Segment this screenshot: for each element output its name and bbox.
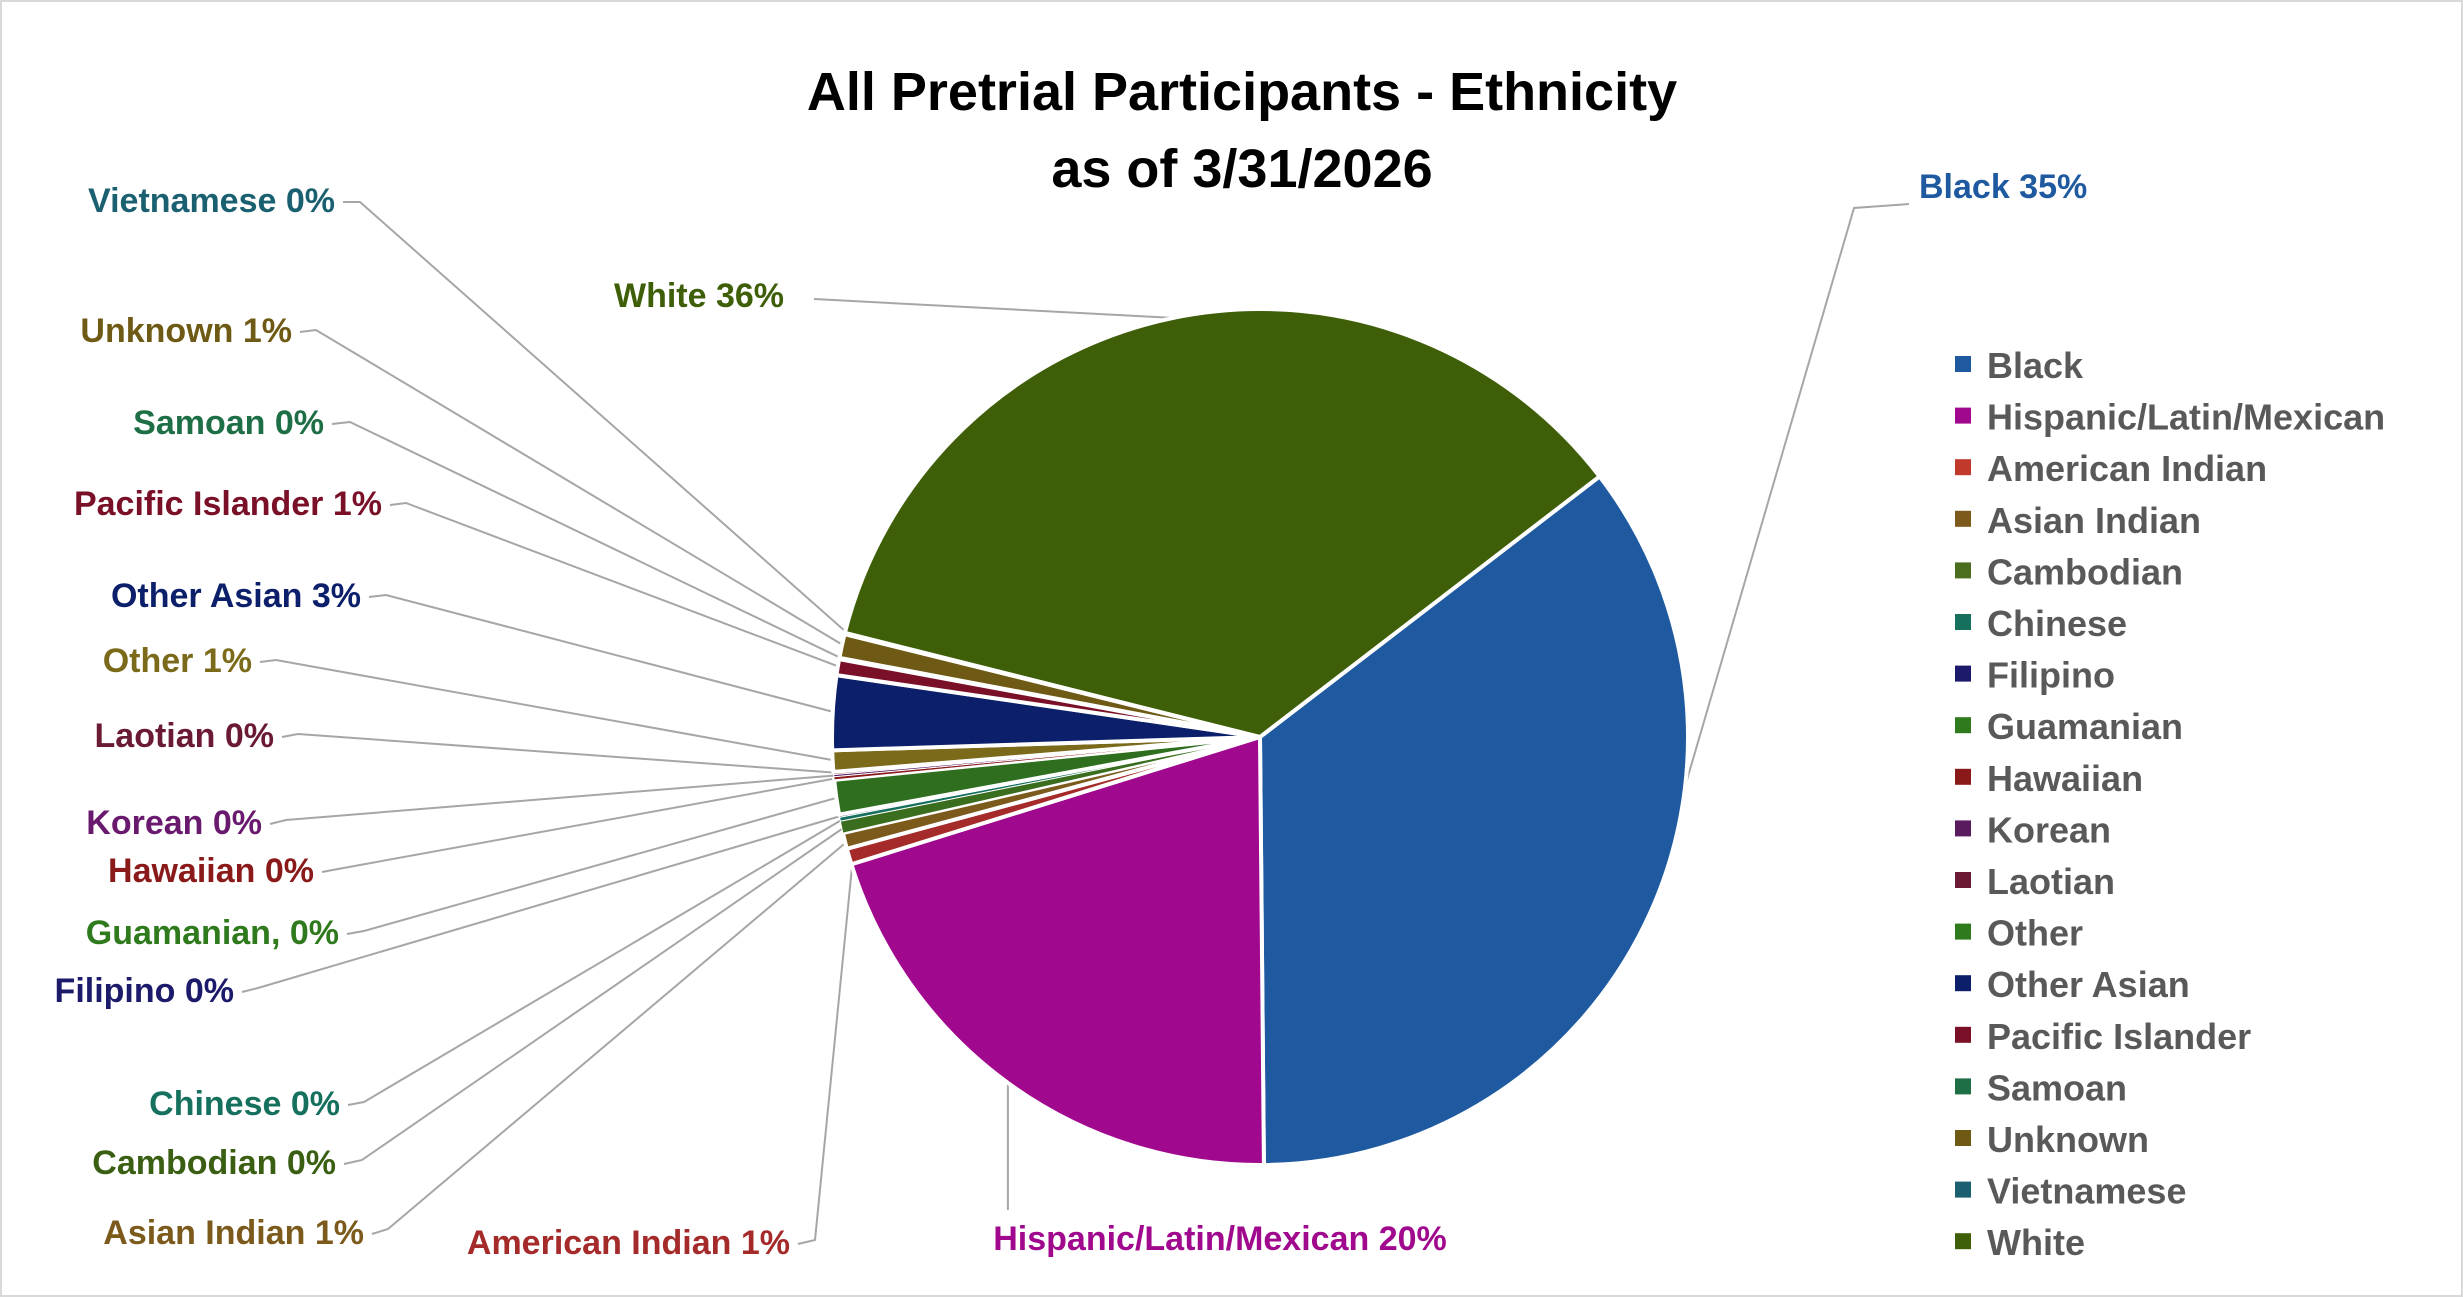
legend-swatch-vietnamese xyxy=(1955,1181,1971,1198)
data-label-pacific-islander: Pacific Islander 1% xyxy=(74,485,382,523)
legend: Black Hispanic/Latin/Mexican American Indi… xyxy=(1955,345,2385,1263)
leader-line-chinese xyxy=(347,817,845,1106)
data-label-other-asian: Other Asian 3% xyxy=(111,577,361,615)
legend-label-chinese: Chinese xyxy=(1987,603,2127,644)
data-label-hispanic-latin-mexican: Hispanic/Latin/Mexican 20% xyxy=(993,1220,1447,1258)
leader-line-guamanian xyxy=(346,795,841,935)
data-label-vietnamese: Vietnamese 0% xyxy=(88,182,335,220)
data-label-filipino: Filipino 0% xyxy=(55,972,234,1010)
leader-line-black xyxy=(1643,203,1910,925)
legend-swatch-laotian xyxy=(1955,872,1971,888)
legend-label-samoan: Samoan xyxy=(1987,1067,2127,1108)
data-label-black: Black 35% xyxy=(1919,168,2087,206)
leader-line-asian-indian xyxy=(371,839,850,1235)
legend-swatch-filipino xyxy=(1955,665,1971,682)
legend-label-laotian: Laotian xyxy=(1987,861,2115,902)
leader-line-american-indian xyxy=(797,855,855,1245)
leader-line-other xyxy=(259,658,838,762)
legend-swatch-samoan xyxy=(1955,1078,1971,1095)
data-label-cambodian: Cambodian 0% xyxy=(92,1144,336,1182)
slice-black xyxy=(1257,473,1690,1168)
leader-line-other-asian xyxy=(368,593,838,714)
legend-swatch-cambodian xyxy=(1955,562,1971,579)
legend-label-white: White xyxy=(1987,1222,2085,1263)
legend-swatch-hispanic-latin-mexican xyxy=(1955,407,1971,424)
legend-swatch-guamanian xyxy=(1955,717,1971,734)
legend-label-korean: Korean xyxy=(1987,809,2111,850)
legend-label-pacific-islander: Pacific Islander xyxy=(1987,1016,2251,1057)
legend-swatch-white xyxy=(1955,1233,1971,1250)
leader-line-vietnamese xyxy=(343,201,850,636)
data-label-other: Other 1% xyxy=(103,642,252,680)
data-label-samoan: Samoan 0% xyxy=(133,404,324,442)
leader-line-white xyxy=(813,298,1174,319)
leader-lines xyxy=(241,201,1910,1245)
legend-label-asian-indian: Asian Indian xyxy=(1987,500,2201,541)
legend-swatch-other-asian xyxy=(1955,975,1971,992)
legend-label-hispanic-latin-mexican: Hispanic/Latin/Mexican xyxy=(1987,397,2385,438)
legend-label-other: Other xyxy=(1987,913,2083,954)
leader-line-hawaiian xyxy=(321,776,839,873)
leader-line-samoan xyxy=(331,420,844,661)
legend-label-other-asian: Other Asian xyxy=(1987,964,2190,1005)
leader-line-laotian xyxy=(281,732,838,774)
chart-title-line-2: as of 3/31/2026 xyxy=(1051,139,1432,199)
legend-label-american-indian: American Indian xyxy=(1987,448,2267,489)
legend-label-unknown: Unknown xyxy=(1987,1119,2149,1160)
chart-title-line-1: All Pretrial Participants - Ethnicity xyxy=(807,62,1677,122)
data-label-chinese: Chinese 0% xyxy=(149,1085,340,1123)
data-label-asian-indian: Asian Indian 1% xyxy=(103,1214,364,1252)
legend-swatch-korean xyxy=(1955,820,1971,837)
pie-slices xyxy=(830,306,1690,1168)
legend-label-guamanian: Guamanian xyxy=(1987,706,2183,747)
leader-line-cambodian xyxy=(343,825,847,1165)
data-label-guamanian: Guamanian, 0% xyxy=(86,914,339,952)
leader-line-pacific-islander xyxy=(389,501,843,669)
legend-swatch-other xyxy=(1955,923,1971,940)
data-label-american-indian: American Indian 1% xyxy=(467,1224,790,1262)
legend-swatch-chinese xyxy=(1955,614,1971,630)
legend-swatch-black xyxy=(1955,356,1971,372)
leader-line-unknown xyxy=(299,328,847,648)
legend-swatch-unknown xyxy=(1955,1130,1971,1146)
legend-label-cambodian: Cambodian xyxy=(1987,551,2183,592)
data-label-hawaiian: Hawaiian 0% xyxy=(108,852,314,890)
legend-swatch-asian-indian xyxy=(1955,510,1971,527)
legend-swatch-hawaiian xyxy=(1955,768,1971,785)
legend-swatch-pacific-islander xyxy=(1955,1026,1971,1043)
data-label-white: White 36% xyxy=(614,277,784,315)
slice-hispanic-latin-mexican xyxy=(848,734,1266,1167)
legend-label-vietnamese: Vietnamese xyxy=(1987,1171,2186,1212)
slice-white xyxy=(842,306,1603,740)
leader-line-korean xyxy=(269,774,839,825)
legend-swatch-american-indian xyxy=(1955,459,1971,476)
data-label-laotian: Laotian 0% xyxy=(95,717,274,755)
leader-line-filipino xyxy=(241,814,844,993)
legend-label-filipino: Filipino xyxy=(1987,655,2115,696)
data-label-korean: Korean 0% xyxy=(86,804,262,842)
legend-label-black: Black xyxy=(1987,345,2084,386)
data-labels: Black 35% Hispanic/Latin/Mexican 20% Ameri… xyxy=(55,168,2088,1262)
data-label-unknown: Unknown 1% xyxy=(80,312,292,350)
legend-label-hawaiian: Hawaiian xyxy=(1987,758,2143,799)
